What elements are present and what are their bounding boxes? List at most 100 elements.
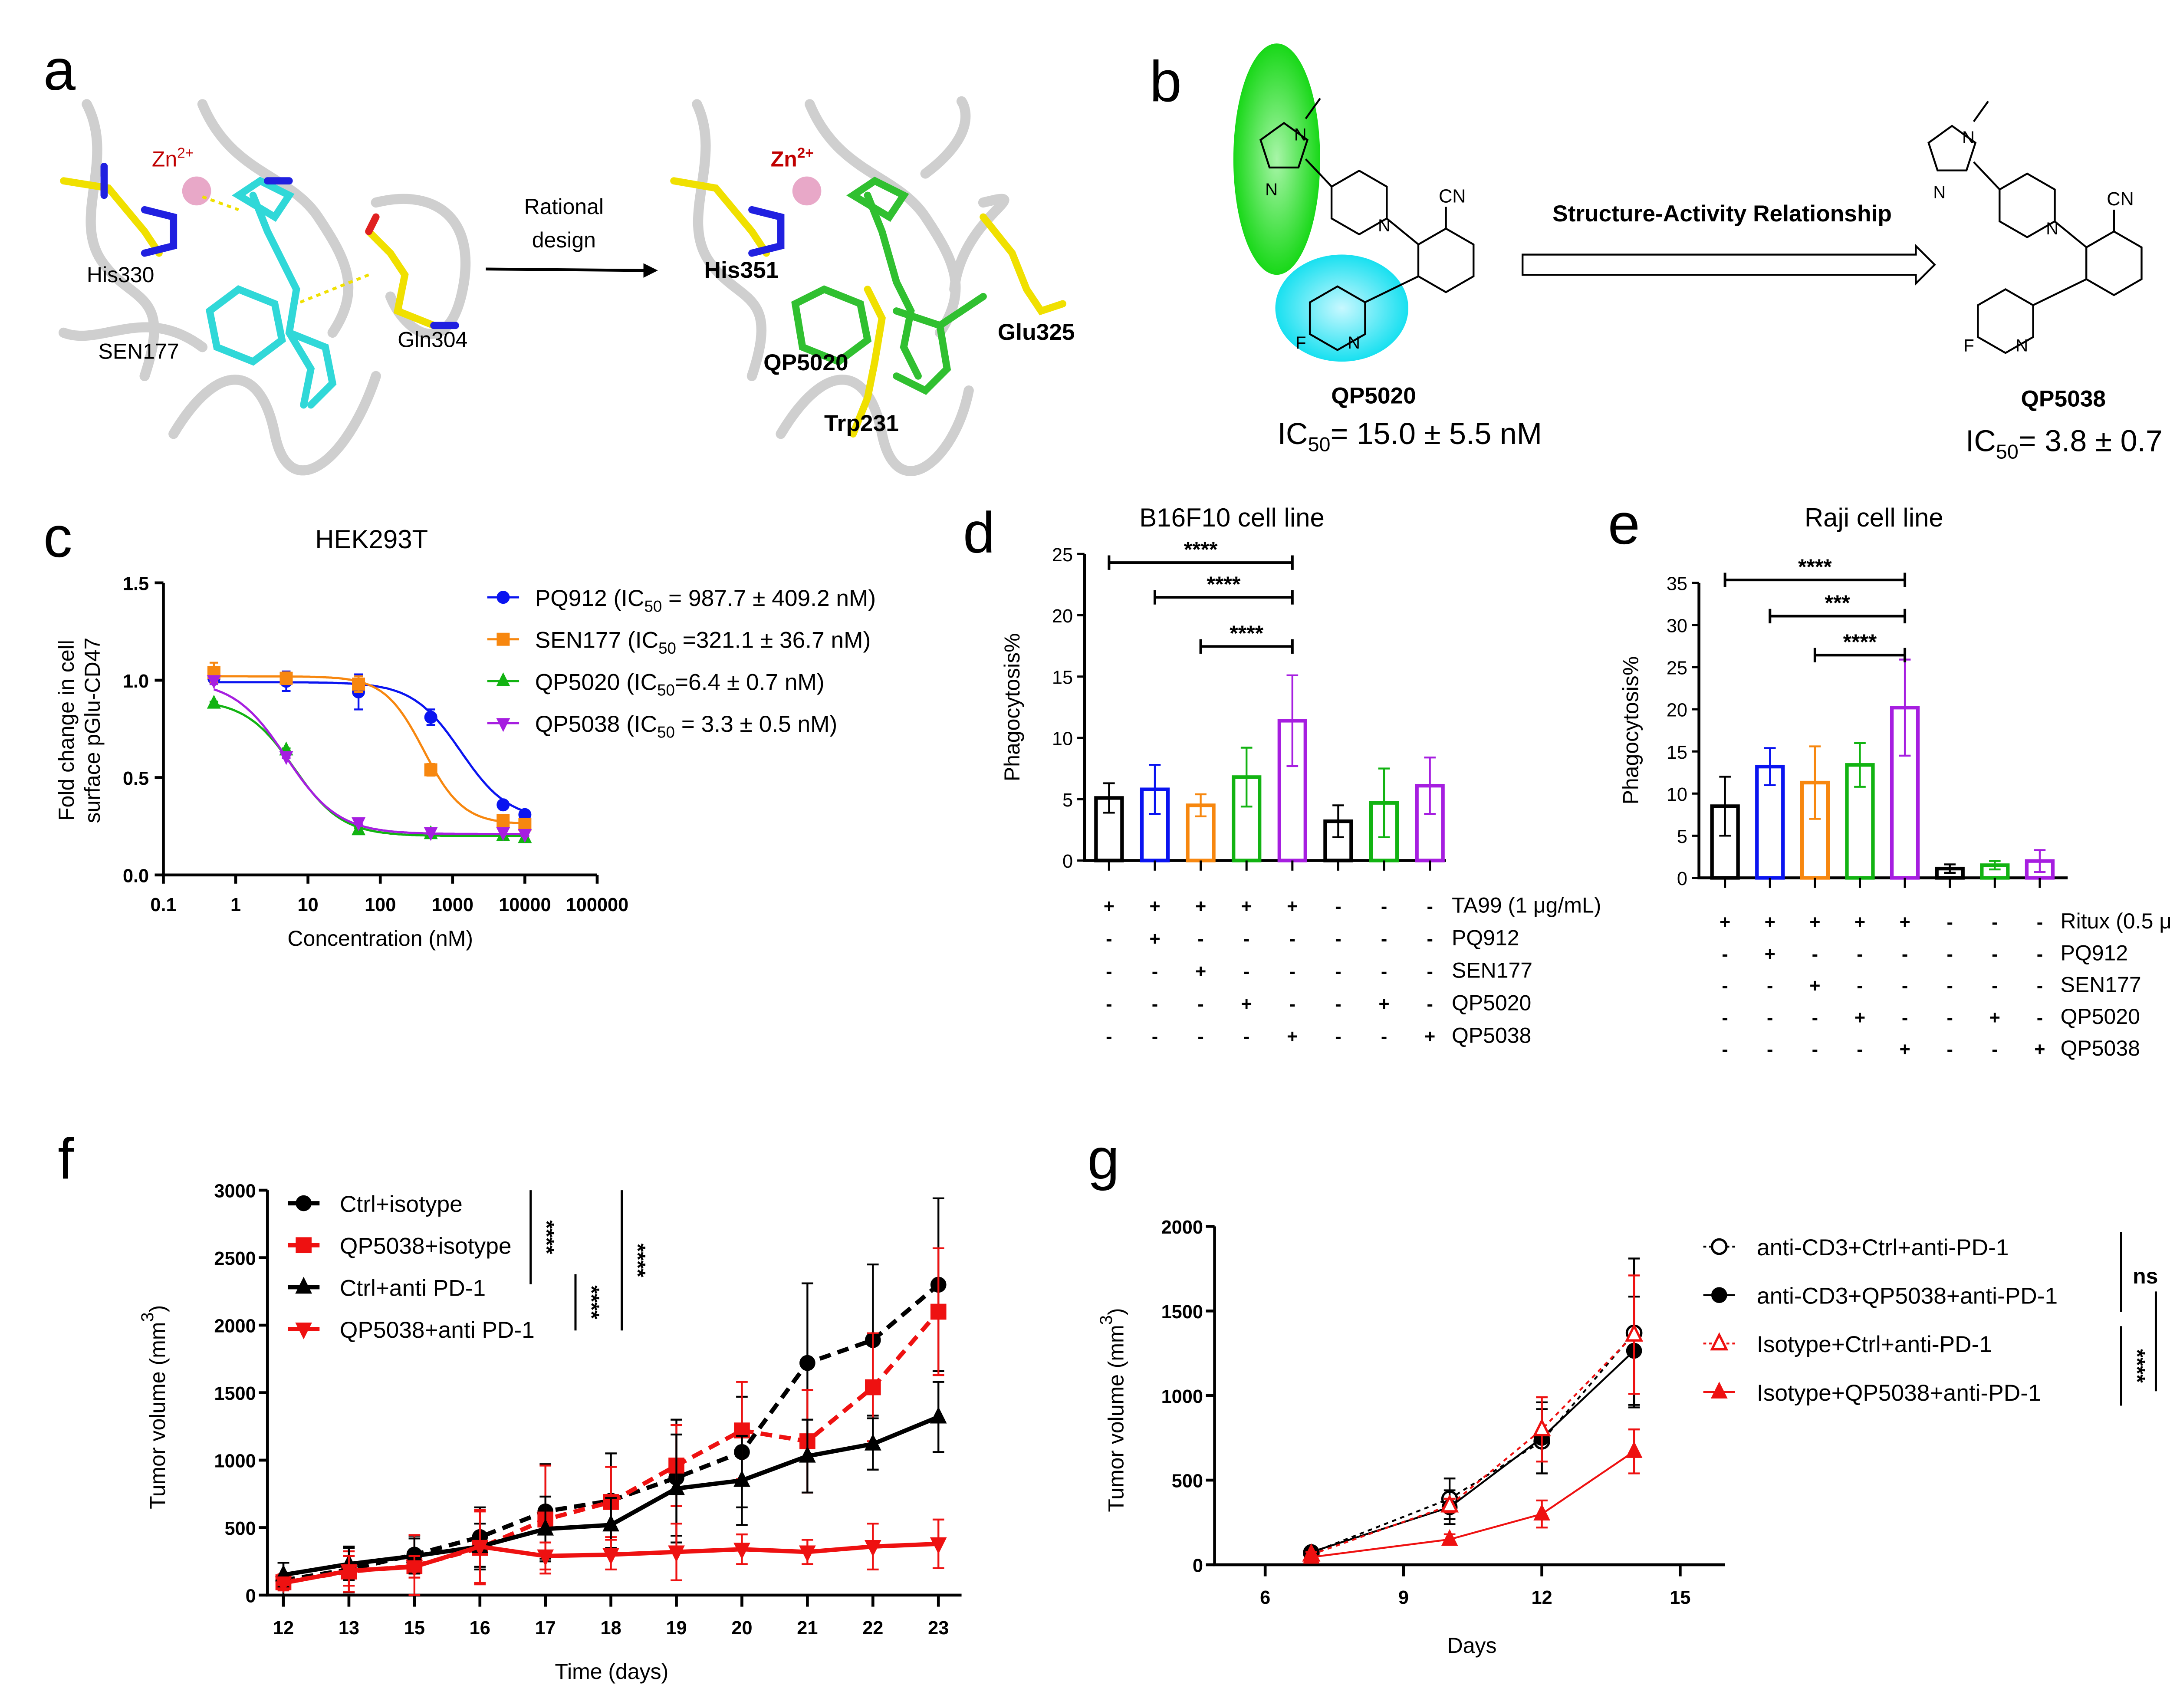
chart-f-tumor-volume: 0 500 1000 1500 2000 2500 3000 12 13 15 16 17 18 19 20…	[138, 1181, 962, 1684]
x-tick-label: 6	[1260, 1587, 1270, 1608]
y-tick-label: 1500	[214, 1383, 256, 1404]
residue-label-his351: His351	[704, 257, 779, 283]
y-axis-label-sup: 3	[138, 1312, 157, 1322]
y-tick-label: 25	[1667, 658, 1687, 679]
plus-sign: +	[1378, 994, 1389, 1014]
data-point	[537, 1518, 554, 1536]
data-point	[424, 827, 438, 841]
plus-sign: +	[1287, 1026, 1298, 1047]
plus-sign: +	[1287, 896, 1298, 917]
minus-sign: -	[1946, 944, 1953, 964]
y-tick-label: 0	[1193, 1556, 1203, 1576]
minus-sign: -	[1946, 1039, 1953, 1060]
series-line	[1311, 1332, 1635, 1554]
legend-label: anti-CD3+Ctrl+anti-PD-1	[1757, 1235, 2009, 1260]
significance-label: ***	[1825, 591, 1851, 615]
legend-label: anti-CD3+QP5038+anti-PD-1	[1757, 1283, 2058, 1309]
minus-sign: -	[1946, 1007, 1953, 1028]
minus-sign: -	[1902, 1007, 1908, 1028]
x-tick-label: 17	[535, 1618, 556, 1639]
condition-row: +++++---Ritux (0.5 μg/mL)	[1720, 909, 2170, 933]
docking-image-sen177: Zn2+ His330 SEN177 Gln304	[58, 99, 471, 476]
data-point	[1441, 1529, 1458, 1546]
bar-group	[1800, 745, 1830, 888]
series-line	[1311, 1334, 1635, 1556]
minus-sign: -	[1722, 944, 1728, 964]
fit-curve	[214, 703, 525, 837]
error-bar	[1332, 804, 1344, 838]
condition-label: PQ912	[2061, 941, 2128, 965]
x-tick-label: 15	[1670, 1587, 1690, 1608]
atom-label-f: F	[1295, 333, 1306, 352]
y-tick-label: 20	[1667, 700, 1687, 721]
minus-sign: -	[1335, 896, 1341, 917]
error-bar	[1809, 745, 1821, 820]
minus-sign: -	[1427, 896, 1433, 917]
condition-label: PQ912	[1452, 925, 1519, 950]
bar-group	[1232, 747, 1262, 871]
minus-sign: -	[1722, 1039, 1728, 1060]
panel-label-d: d	[963, 500, 995, 565]
x-axis-label: Days	[1447, 1633, 1497, 1658]
sar-arrow-label: Structure-Activity Relationship	[1552, 201, 1892, 227]
condition-row: + + + + + - - - TA99 (1 μg/mL)	[1104, 893, 1601, 917]
axes	[1213, 1226, 1725, 1566]
y-tick-label: 0	[246, 1586, 256, 1607]
panel-label-a: a	[43, 38, 76, 102]
data-point	[471, 1540, 489, 1557]
data-point	[1303, 1547, 1320, 1564]
data-point	[1625, 1441, 1643, 1458]
minus-sign: -	[1243, 928, 1249, 949]
plus-sign: +	[1241, 994, 1252, 1014]
y-tick-label: 0.5	[123, 768, 149, 789]
minus-sign: -	[1152, 994, 1158, 1014]
legend-marker	[296, 1237, 312, 1254]
minus-sign: -	[1902, 944, 1908, 964]
condition-row: - - - - + - - + QP5038	[1722, 1036, 2140, 1060]
minus-sign: -	[1812, 1007, 1818, 1028]
methyl-bond	[1973, 101, 1989, 122]
legend-marker	[295, 1322, 312, 1339]
y-axis-label-line2: surface pGlu-CD47	[80, 638, 105, 823]
condition-row: - - + - - - - - SEN177	[1722, 973, 2141, 997]
interaction-dashes	[202, 195, 369, 305]
atom-label-n: N	[1348, 333, 1360, 352]
atom-label-cn: CN	[2107, 189, 2134, 210]
minus-sign: -	[1335, 994, 1341, 1014]
legend-marker	[1710, 1332, 1729, 1351]
y-axis-label: Phagocytosis%	[1000, 633, 1024, 782]
data-point	[1533, 1504, 1550, 1521]
x-tick-label: 10	[298, 895, 319, 915]
data-point	[279, 751, 293, 765]
legend-label-sub: 50	[658, 639, 676, 657]
data-point	[279, 671, 293, 685]
panel-b: CN N N N N F CN N N N N F QP5020 IC50= 15.0 ± 5.5 …	[1233, 43, 2170, 463]
minus-sign: -	[2037, 912, 2043, 933]
plus-sign: +	[2034, 1039, 2045, 1060]
error-bar	[1240, 747, 1253, 808]
legend-marker	[496, 591, 510, 604]
arrow-label-rational: Rational	[524, 194, 604, 219]
residue-label-gln304: Gln304	[398, 328, 467, 352]
minus-sign: -	[1722, 1007, 1728, 1028]
y-axis-label-pre: Tumor volume (mm	[145, 1322, 170, 1509]
minus-sign: -	[1767, 1007, 1773, 1028]
plus-sign: +	[1854, 1007, 1865, 1028]
legend-label: QP5038+anti PD-1	[340, 1317, 535, 1343]
legend-label-sub: 50	[657, 723, 675, 741]
bar-group	[1890, 658, 1920, 888]
data-point	[518, 829, 532, 843]
legend-marker	[1710, 1382, 1728, 1399]
y-axis-label: Tumor volume (mm3)	[1097, 1308, 1128, 1512]
plus-sign: +	[1149, 928, 1160, 949]
plus-sign: +	[1241, 896, 1252, 917]
x-tick-label: 1	[230, 895, 241, 915]
legend-label: Ctrl+anti PD-1	[340, 1275, 486, 1301]
plus-sign: +	[1989, 1007, 2000, 1028]
minus-sign: -	[1106, 928, 1112, 949]
zinc-ion-icon	[182, 176, 211, 206]
data-point	[930, 1406, 947, 1424]
significance-bracket: ****	[529, 1190, 559, 1284]
legend-label: SEN177 (IC50 =321.1 ± 36.7 nM)	[535, 628, 871, 657]
